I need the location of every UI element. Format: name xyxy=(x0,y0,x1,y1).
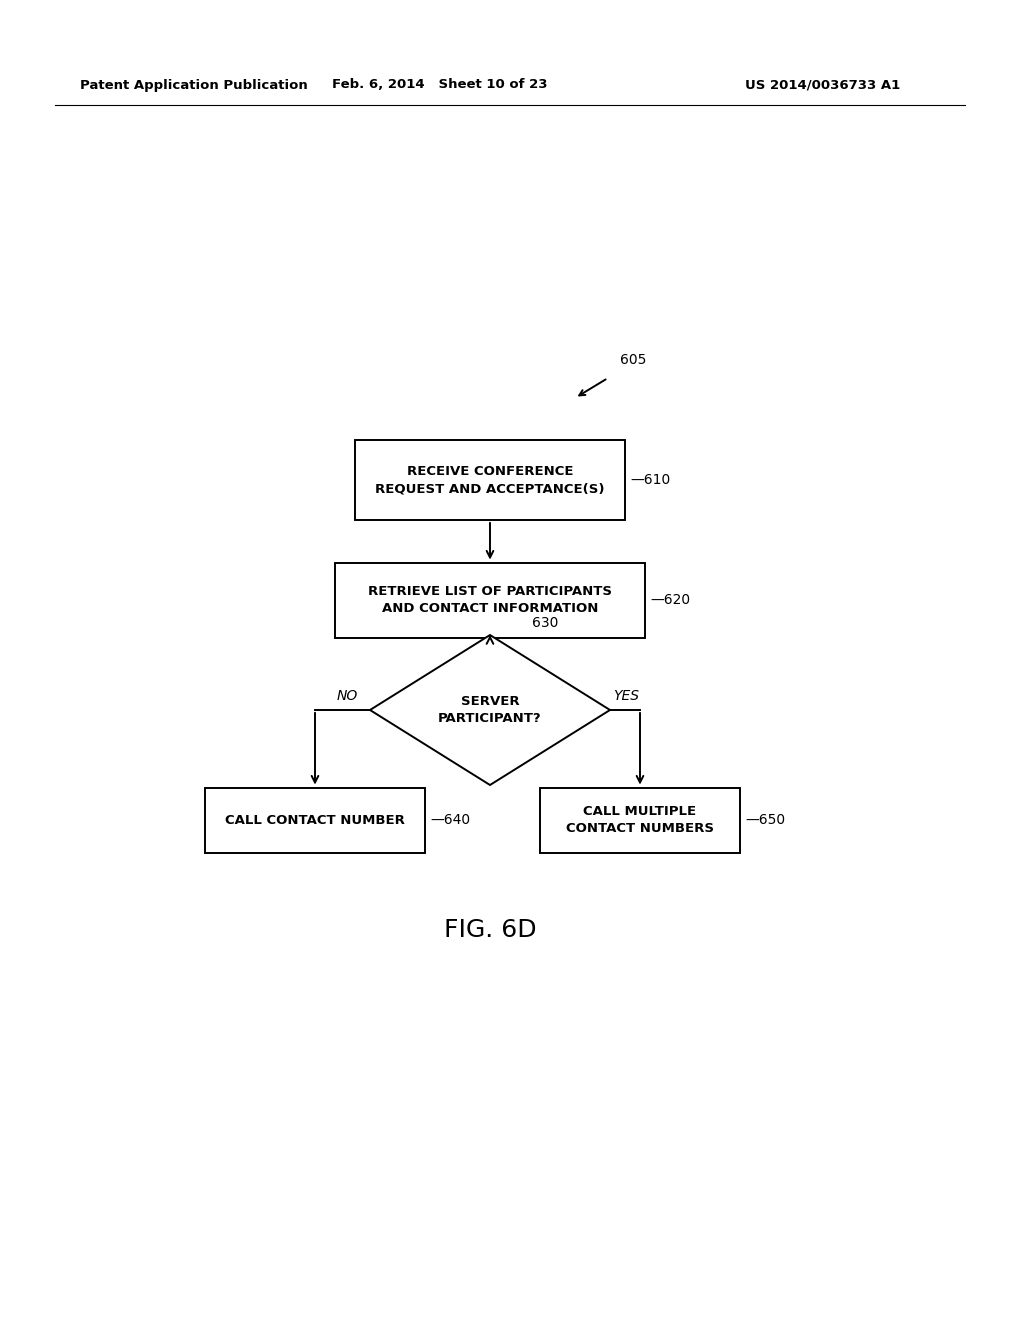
Text: —640: —640 xyxy=(430,813,470,828)
Text: RECEIVE CONFERENCE
REQUEST AND ACCEPTANCE(S): RECEIVE CONFERENCE REQUEST AND ACCEPTANC… xyxy=(375,465,605,495)
Text: —610: —610 xyxy=(630,473,671,487)
Bar xyxy=(540,788,740,853)
Text: 630: 630 xyxy=(532,616,558,630)
Text: Patent Application Publication: Patent Application Publication xyxy=(80,78,308,91)
Text: —620: —620 xyxy=(650,593,690,607)
Bar xyxy=(205,788,425,853)
Text: RETRIEVE LIST OF PARTICIPANTS
AND CONTACT INFORMATION: RETRIEVE LIST OF PARTICIPANTS AND CONTAC… xyxy=(368,585,612,615)
Text: CALL MULTIPLE
CONTACT NUMBERS: CALL MULTIPLE CONTACT NUMBERS xyxy=(566,805,714,836)
Bar xyxy=(355,440,625,520)
Text: US 2014/0036733 A1: US 2014/0036733 A1 xyxy=(744,78,900,91)
Text: YES: YES xyxy=(613,689,639,704)
Text: SERVER
PARTICIPANT?: SERVER PARTICIPANT? xyxy=(438,696,542,725)
Text: FIG. 6D: FIG. 6D xyxy=(443,917,537,942)
Text: NO: NO xyxy=(337,689,358,704)
Text: Feb. 6, 2014   Sheet 10 of 23: Feb. 6, 2014 Sheet 10 of 23 xyxy=(332,78,548,91)
Bar xyxy=(335,562,645,638)
Polygon shape xyxy=(370,635,610,785)
Text: CALL CONTACT NUMBER: CALL CONTACT NUMBER xyxy=(225,813,404,826)
Text: 605: 605 xyxy=(620,352,646,367)
Text: —650: —650 xyxy=(745,813,785,828)
